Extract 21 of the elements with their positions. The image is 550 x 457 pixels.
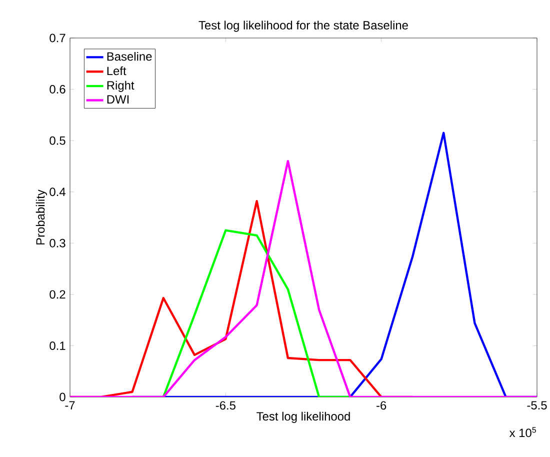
y-tick-label: 0.1 [50,341,66,350]
y-tick-label: 0.2 [50,290,66,299]
y-axis-title: Probability [36,190,48,244]
y-tick-label: 0.5 [50,136,66,145]
y-tick-label: 0.3 [50,238,66,248]
y-tick-label: 0.4 [50,188,66,196]
legend-label: DWI [107,95,129,104]
x-tick-label: -7 [65,401,75,410]
x-tick-label: -6 [376,401,386,410]
x-tick-label: -6.5 [216,401,236,410]
legend-label: Left [107,66,126,76]
text: x 10$^{5}$ [509,427,536,438]
x-tick-label: -5.5 [527,401,547,410]
chart-title: Test log likelihood for the state Baseline [198,20,408,32]
y-tick-label: 0 [60,392,66,402]
x-axis-title: Test log likelihood [256,412,350,423]
legend-label: Right [107,80,134,92]
legend-label: Baseline [107,52,152,61]
line-series [162,229,352,397]
y-tick-label: 0.6 [50,85,66,94]
y-tick-label: 0.7 [50,34,66,42]
